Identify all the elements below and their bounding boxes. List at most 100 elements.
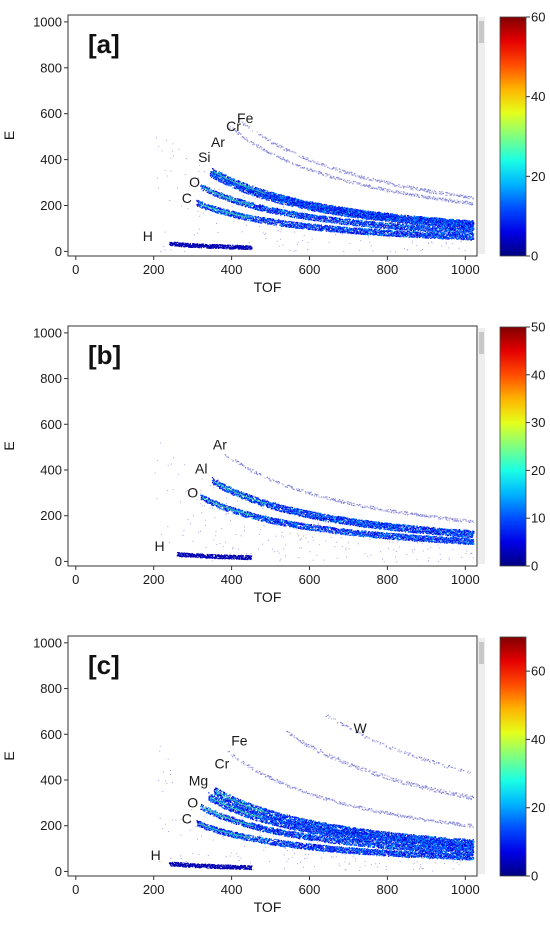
event-dot — [252, 216, 254, 218]
event-dot — [249, 218, 251, 220]
event-dot — [373, 228, 376, 230]
event-dot — [467, 234, 469, 236]
event-dot — [409, 232, 411, 234]
event-dot — [174, 242, 176, 245]
event-dot — [268, 221, 271, 223]
event-dot — [283, 212, 285, 214]
event-dot — [360, 232, 362, 234]
event-dot — [208, 188, 210, 190]
event-dot — [398, 226, 400, 228]
event-dot — [426, 236, 428, 238]
event-dot — [334, 226, 336, 228]
event-dot — [202, 205, 204, 207]
event-dot — [239, 199, 241, 201]
event-dot — [258, 209, 260, 211]
event-dot — [458, 235, 460, 237]
event-dot — [224, 198, 226, 200]
event-dot — [308, 219, 310, 221]
event-dot — [359, 230, 361, 232]
event-dot — [430, 237, 433, 239]
event-dot — [436, 229, 438, 231]
event-dot — [226, 209, 228, 211]
event-dot — [319, 229, 321, 231]
event-dot — [232, 187, 234, 189]
event-dot — [246, 192, 248, 194]
event-dot — [281, 213, 284, 216]
scrollbar-thumb[interactable] — [479, 21, 484, 43]
event-dot — [415, 231, 417, 233]
event-dot — [327, 229, 330, 232]
event-dot — [384, 231, 386, 233]
event-dot — [213, 210, 215, 212]
event-dot — [332, 230, 334, 232]
event-dot — [398, 223, 400, 225]
event-dot — [242, 203, 244, 205]
event-dot — [331, 229, 333, 231]
event-dot — [273, 220, 275, 222]
event-dot — [214, 190, 216, 192]
event-dot — [235, 247, 237, 249]
event-dot — [398, 235, 400, 237]
event-dot — [251, 248, 253, 250]
event-dot — [282, 225, 284, 227]
event-dot — [320, 224, 322, 226]
event-dot — [390, 222, 392, 224]
event-dot — [388, 229, 390, 231]
event-dot — [189, 242, 191, 245]
event-dot — [257, 220, 259, 222]
event-dot — [213, 190, 215, 192]
event-dot — [250, 245, 252, 248]
event-dot — [326, 226, 328, 228]
event-dot — [363, 232, 365, 234]
event-dot — [248, 206, 250, 208]
event-dot — [290, 222, 292, 224]
event-dot — [212, 209, 214, 211]
event-dot — [210, 193, 212, 195]
event-dot — [206, 204, 208, 206]
event-dot — [458, 238, 460, 240]
event-dot — [259, 222, 261, 224]
event-dot — [472, 237, 474, 239]
event-dot — [449, 235, 451, 237]
event-dot — [374, 228, 377, 230]
event-dot — [420, 230, 422, 232]
event-dot — [339, 227, 341, 229]
event-dot — [217, 207, 220, 209]
event-dot — [438, 236, 441, 238]
event-dot — [221, 197, 223, 199]
event-dot — [422, 225, 424, 227]
event-dot — [243, 191, 245, 193]
event-dot — [210, 247, 212, 249]
event-dot — [183, 242, 185, 244]
event-dot — [365, 230, 368, 232]
scrollbar-track[interactable] — [478, 17, 485, 254]
event-dot — [446, 237, 448, 240]
event-dot — [410, 229, 413, 232]
event-dot — [258, 221, 260, 223]
event-dot — [207, 246, 209, 248]
event-dot — [253, 216, 255, 218]
event-dot — [250, 218, 252, 221]
event-dot — [240, 217, 242, 219]
event-dot — [296, 221, 298, 223]
event-dot — [245, 245, 247, 247]
event-dot — [231, 215, 233, 217]
event-dot — [383, 233, 385, 235]
event-dot — [237, 246, 239, 248]
event-dot — [314, 227, 317, 229]
event-dot — [235, 198, 237, 200]
event-dot — [413, 231, 415, 233]
event-dot — [438, 235, 440, 237]
event-dot — [170, 242, 173, 244]
event-dot — [455, 236, 457, 238]
event-dot — [271, 223, 273, 225]
event-dot — [279, 209, 282, 211]
event-dot — [389, 233, 392, 235]
event-dot — [438, 233, 440, 235]
event-dot — [173, 242, 175, 244]
event-dot — [463, 237, 465, 239]
event-dot — [199, 245, 201, 247]
event-dot — [288, 221, 290, 223]
event-dot — [358, 227, 360, 229]
event-dot — [315, 226, 317, 228]
